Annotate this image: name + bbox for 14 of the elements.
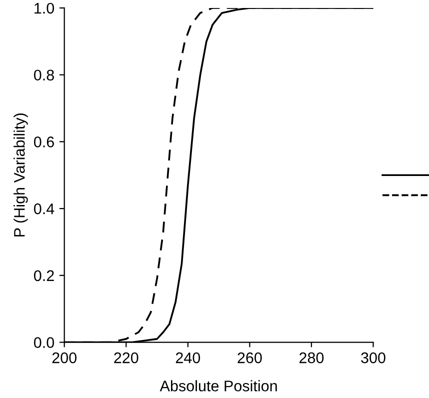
x-tick-label: 260 bbox=[238, 352, 262, 364]
y-tick-label: 0.0 bbox=[34, 337, 54, 348]
y-tick-label: 0.6 bbox=[34, 136, 54, 148]
y-tick-label: 1.0 bbox=[34, 2, 54, 14]
y-tick-label: 0.2 bbox=[34, 270, 54, 282]
x-axis-title: Absolute Position bbox=[160, 380, 277, 392]
x-tick-label: 220 bbox=[114, 352, 138, 364]
x-tick-label: 280 bbox=[299, 352, 324, 364]
x-tick-label: 300 bbox=[361, 352, 386, 364]
x-tick-label: 240 bbox=[176, 352, 200, 364]
x-tick-label: 200 bbox=[52, 352, 76, 364]
y-axis-title: P (High Variability) bbox=[14, 114, 28, 236]
y-tick-label: 0.8 bbox=[34, 70, 54, 81]
y-tick-label: 0.4 bbox=[34, 203, 54, 214]
